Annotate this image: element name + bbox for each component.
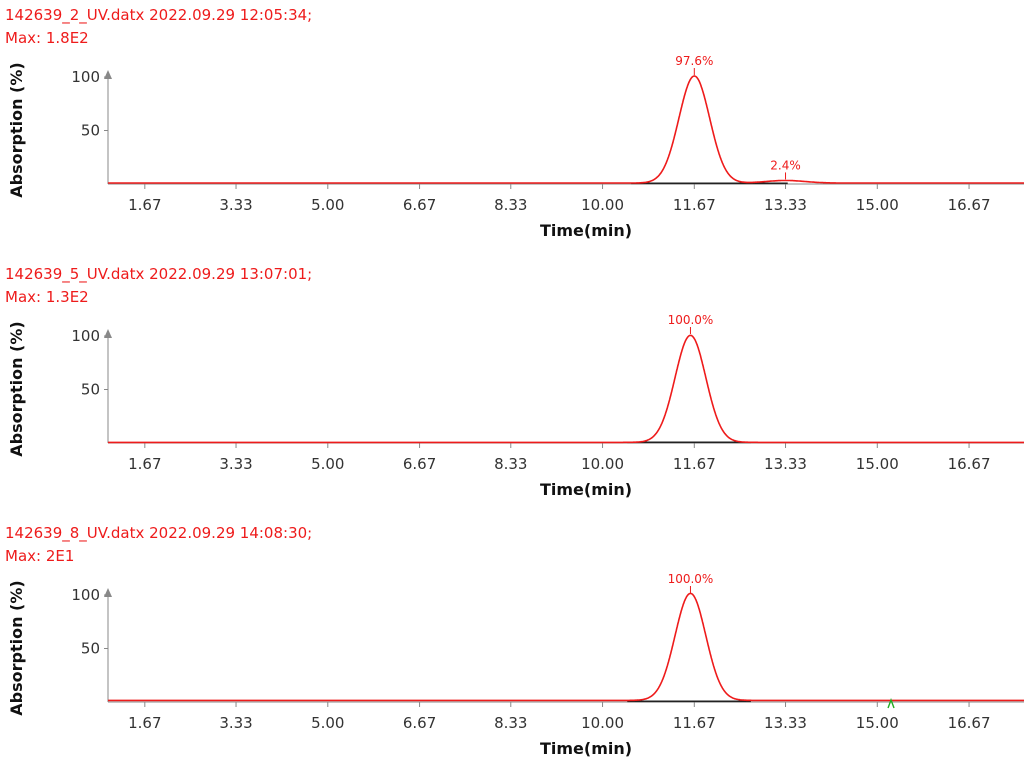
x-tick-label: 1.67: [128, 714, 161, 732]
x-tick-label: 15.00: [856, 455, 899, 473]
chromatogram-plot: Absorption (%) 100 50 1.67 3.33 5.00 6.67 8.33 1…: [7, 313, 1024, 499]
y-axis-label: Absorption (%): [7, 580, 26, 715]
y-tick-label: 50: [81, 381, 100, 399]
x-tick-label: 5.00: [311, 714, 344, 732]
x-tick-label: 16.67: [948, 455, 991, 473]
x-tick-label: 11.67: [673, 455, 716, 473]
max-label: Max: 1.3E2: [5, 288, 89, 306]
x-axis-label: Time(min): [540, 221, 632, 240]
x-tick-label: 8.33: [494, 714, 527, 732]
x-tick-label: 8.33: [494, 196, 527, 214]
x-tick-label: 13.33: [764, 455, 807, 473]
chromatogram-panel-2: 142639_5_UV.datx 2022.09.29 13:07:01; Ma…: [0, 259, 1024, 517]
y-tick-label: 50: [81, 640, 100, 658]
max-label: Max: 1.8E2: [5, 29, 89, 47]
x-tick-label: 15.00: [856, 196, 899, 214]
chromatogram-panel-1: 142639_2_UV.datx 2022.09.29 12:05:34; Ma…: [0, 0, 1024, 258]
x-tick-label: 16.67: [948, 714, 991, 732]
max-label: Max: 2E1: [5, 547, 75, 565]
x-axis-label: Time(min): [540, 739, 632, 758]
x-tick-label: 3.33: [219, 714, 252, 732]
x-tick-label: 6.67: [403, 714, 436, 732]
chromatogram-trace: [108, 592, 1024, 702]
x-tick-label: 1.67: [128, 196, 161, 214]
x-tick-label: 10.00: [581, 455, 624, 473]
x-tick-label: 3.33: [219, 455, 252, 473]
x-tick-label: 1.67: [128, 455, 161, 473]
x-tick-label: 10.00: [581, 714, 624, 732]
y-axis-arrow: [104, 588, 112, 597]
event-marker-icon: [887, 698, 895, 709]
x-tick-label: 3.33: [219, 196, 252, 214]
peak-label: 100.0%: [668, 572, 714, 586]
x-tick-label: 11.67: [673, 196, 716, 214]
file-info-label: 142639_8_UV.datx 2022.09.29 14:08:30;: [5, 524, 313, 542]
peak-label: 97.6%: [675, 54, 713, 68]
y-tick-label: 50: [81, 122, 100, 140]
x-axis-label: Time(min): [540, 480, 632, 499]
x-tick-label: 6.67: [403, 196, 436, 214]
chromatogram-plot: Absorption (%) 100 50 1.67 3.33 5.00 6.67 8.33 1…: [7, 54, 1024, 240]
chromatogram-panel-3: 142639_8_UV.datx 2022.09.29 14:08:30; Ma…: [0, 518, 1024, 776]
x-tick-label: 13.33: [764, 196, 807, 214]
x-tick-label: 16.67: [948, 196, 991, 214]
x-tick-label: 8.33: [494, 455, 527, 473]
file-info-label: 142639_2_UV.datx 2022.09.29 12:05:34;: [5, 6, 313, 24]
x-tick-label: 13.33: [764, 714, 807, 732]
peak-label: 2.4%: [770, 158, 801, 172]
chromatogram-plot: Absorption (%) 100 50 1.67 3.33 5.00 6.67 8.33 1…: [7, 572, 1024, 758]
peak-label: 100.0%: [668, 313, 714, 327]
chromatogram-trace: [108, 334, 1024, 444]
x-tick-label: 10.00: [581, 196, 624, 214]
chromatogram-trace: [108, 75, 1024, 184]
x-tick-label: 5.00: [311, 455, 344, 473]
file-info-label: 142639_5_UV.datx 2022.09.29 13:07:01;: [5, 265, 313, 283]
x-tick-label: 5.00: [311, 196, 344, 214]
y-tick-label: 100: [71, 327, 100, 345]
y-axis-label: Absorption (%): [7, 62, 26, 197]
y-axis-label: Absorption (%): [7, 321, 26, 456]
x-tick-label: 6.67: [403, 455, 436, 473]
x-tick-label: 15.00: [856, 714, 899, 732]
y-axis-arrow: [104, 70, 112, 79]
y-axis-arrow: [104, 329, 112, 338]
y-tick-label: 100: [71, 68, 100, 86]
y-tick-label: 100: [71, 586, 100, 604]
x-tick-label: 11.67: [673, 714, 716, 732]
